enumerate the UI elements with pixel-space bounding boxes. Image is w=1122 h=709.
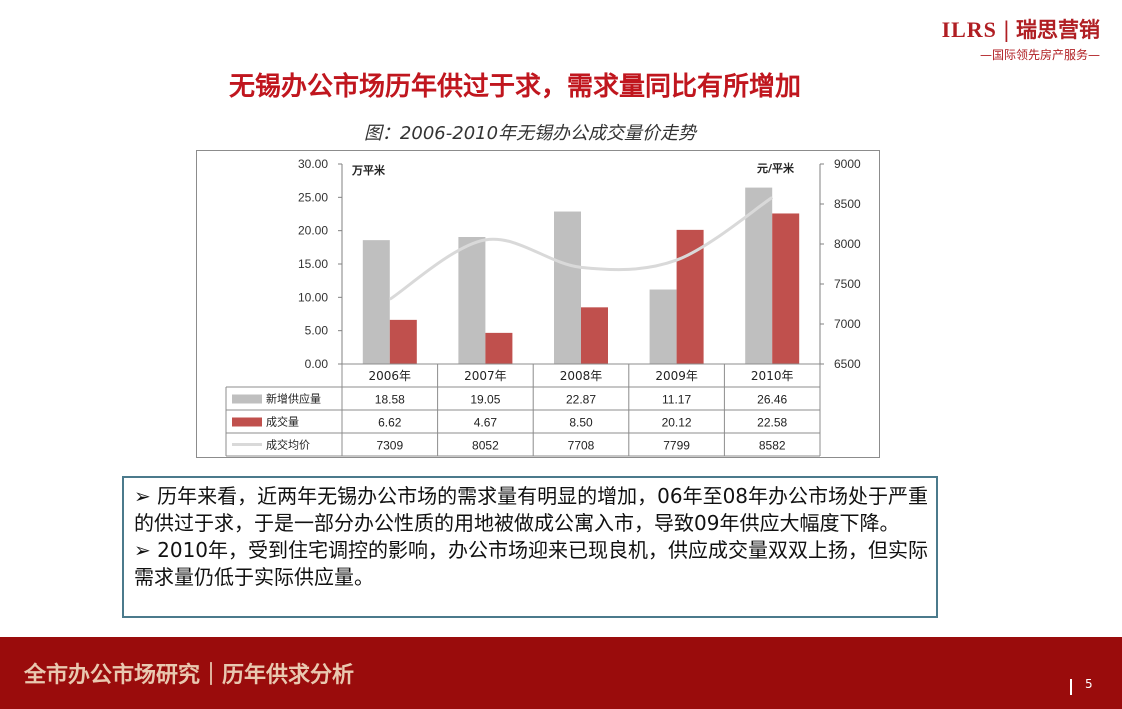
data-value-label: 11.17	[662, 393, 691, 407]
legend-deal-swatch	[232, 417, 262, 427]
chart-caption: 图：2006-2010年无锡办公成交量价走势	[363, 123, 697, 144]
data-value-label: 7708	[568, 439, 595, 453]
left-axis-unit: 万平米	[351, 163, 386, 177]
category-label: 2010年	[751, 369, 794, 383]
slide-headline: 无锡办公市场历年供过于求，需求量同比有所增加	[228, 72, 801, 102]
legend-supply-swatch	[232, 394, 262, 404]
deal-bar	[389, 319, 417, 364]
right-axis-unit: 元/平米	[757, 161, 795, 175]
page-divider	[1070, 679, 1072, 695]
note-item: ➢ 2010年，受到住宅调控的影响，办公市场迎来已现良机，供应成交量双双上扬，但…	[134, 538, 929, 589]
analysis-notes-box: ➢ 历年来看，近两年无锡办公市场的需求量有明显的增加，06年至08年办公市场处于…	[122, 476, 938, 618]
data-value-label: 7799	[663, 439, 690, 453]
avg-price-line	[388, 196, 774, 301]
legend-price-label: 成交均价	[266, 438, 310, 452]
data-value-label: 7309	[376, 439, 403, 453]
category-label: 2009年	[655, 369, 698, 383]
data-value-label: 4.67	[474, 416, 498, 430]
left-tick-label: 5.00	[305, 324, 329, 338]
right-tick-label: 8000	[834, 237, 861, 251]
left-tick-label: 0.00	[305, 357, 329, 371]
supply-bar	[458, 237, 486, 364]
data-value-label: 6.62	[378, 416, 402, 430]
legend-supply-label: 新增供应量	[266, 392, 321, 406]
supply-bar	[362, 240, 390, 364]
right-tick-label: 9000	[834, 157, 861, 171]
page-number: 5	[1085, 677, 1093, 691]
deal-bar	[772, 213, 800, 364]
logo-tagline: —国际领先房产服务—	[979, 48, 1100, 62]
logo-cn-text: 瑞思营销	[1016, 18, 1100, 42]
data-value-label: 18.58	[375, 393, 405, 407]
category-label: 2007年	[464, 369, 507, 383]
footer-bar: 全市办公市场研究｜历年供求分析 5	[0, 637, 1122, 709]
left-tick-label: 10.00	[298, 290, 328, 304]
supply-bar	[554, 211, 581, 364]
left-tick-label: 25.00	[298, 190, 328, 204]
right-tick-label: 8500	[834, 197, 861, 211]
legend-deal-label: 成交量	[266, 415, 299, 429]
category-label: 2008年	[560, 369, 603, 383]
right-tick-label: 7000	[834, 317, 861, 331]
data-value-label: 8582	[759, 439, 786, 453]
logo-en-text: ILRS	[941, 17, 997, 42]
right-tick-label: 6500	[834, 357, 861, 371]
left-tick-label: 20.00	[298, 224, 328, 238]
data-value-label: 22.58	[757, 416, 787, 430]
footer-section-title: 全市办公市场研究｜历年供求分析	[24, 663, 355, 688]
data-value-label: 19.05	[470, 393, 500, 407]
supply-bar	[745, 187, 773, 364]
company-logo: ILRS | 瑞思营销 —国际领先房产服务—	[942, 14, 1100, 63]
note-item: ➢ 历年来看，近两年无锡办公市场的需求量有明显的增加，06年至08年办公市场处于…	[134, 484, 929, 535]
data-value-label: 8.50	[569, 416, 593, 430]
deal-bar	[581, 307, 608, 364]
data-value-label: 8052	[472, 439, 499, 453]
supply-bar	[649, 289, 677, 364]
data-value-label: 26.46	[757, 393, 787, 407]
left-tick-label: 15.00	[298, 257, 328, 271]
right-tick-label: 7500	[834, 277, 861, 291]
logo-separator: |	[1002, 18, 1010, 42]
left-tick-label: 30.00	[298, 157, 328, 171]
deal-bar	[676, 229, 704, 364]
supply-demand-chart: 30.00 25.00 20.00 15.00 10.00 5.00 0.00 9000 850…	[196, 150, 880, 458]
data-value-label: 20.12	[662, 416, 692, 430]
deal-bar	[485, 332, 513, 364]
data-value-label: 22.87	[566, 393, 596, 407]
category-label: 2006年	[369, 369, 412, 383]
